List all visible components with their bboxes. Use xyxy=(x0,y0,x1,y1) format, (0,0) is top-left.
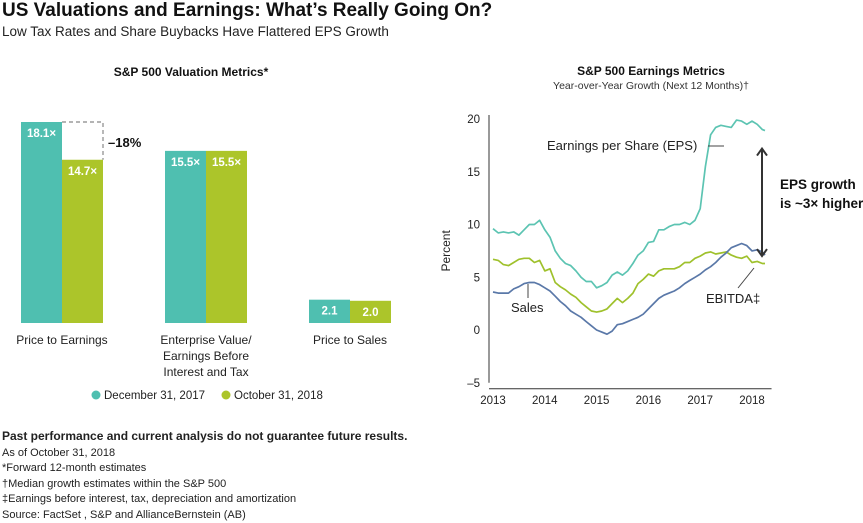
series-label-eps: Earnings per Share (EPS) xyxy=(547,138,697,153)
drop-outline xyxy=(62,122,103,160)
y-tick-label: 5 xyxy=(474,272,480,284)
earnings-line-chart: S&P 500 Earnings Metrics Year-over-Year G… xyxy=(430,0,863,420)
y-tick-label: –5 xyxy=(467,378,480,390)
y-tick-label: 20 xyxy=(467,114,480,126)
disclaimer-text: Past performance and current analysis do… xyxy=(2,429,407,445)
bar xyxy=(165,151,206,323)
legend-label: December 31, 2017 xyxy=(104,390,205,402)
bar xyxy=(21,122,62,323)
annotation-text: EPS growth xyxy=(780,177,856,192)
footnote-line: *Forward 12-month estimates xyxy=(2,461,407,477)
series-label-ebitda: EBITDA‡ xyxy=(706,291,760,306)
bar-value-label: 2.0 xyxy=(363,307,379,319)
category-label: Interest and Tax xyxy=(163,365,248,379)
line-chart-subtitle: Year-over-Year Growth (Next 12 Months)† xyxy=(553,80,749,92)
y-tick-label: 15 xyxy=(467,167,480,179)
category-label: Earnings Before xyxy=(163,349,249,363)
change-annotation: –18% xyxy=(108,135,142,150)
bar-value-label: 15.5× xyxy=(171,157,200,169)
bar-value-label: 14.7× xyxy=(68,166,97,178)
x-tick-label: 2014 xyxy=(532,395,558,407)
bar-chart-title: S&P 500 Valuation Metrics* xyxy=(114,65,269,79)
valuation-bar-chart: S&P 500 Valuation Metrics* 18.1× 14.7× Pric… xyxy=(0,0,430,420)
legend-label: October 31, 2018 xyxy=(234,390,323,402)
category-label: Enterprise Value/ xyxy=(160,333,252,347)
x-tick-label: 2013 xyxy=(480,395,506,407)
legend-marker xyxy=(92,391,101,400)
y-tick-label: 0 xyxy=(474,325,480,337)
bar-value-label: 15.5× xyxy=(212,157,241,169)
y-axis-label: Percent xyxy=(439,230,453,272)
bar xyxy=(206,151,247,323)
bar-value-label: 2.1 xyxy=(322,306,339,318)
x-tick-label: 2017 xyxy=(687,395,713,407)
annotation-text: is ~3× higher xyxy=(780,196,863,211)
x-tick-label: 2016 xyxy=(636,395,662,407)
bar xyxy=(62,160,103,323)
series-leader-ebitda xyxy=(738,268,754,288)
footnote-line: ‡Earnings before interest, tax, deprecia… xyxy=(2,492,407,508)
series-label-sales: Sales xyxy=(511,300,544,315)
footnotes: Past performance and current analysis do… xyxy=(2,429,407,523)
category-label: Price to Earnings xyxy=(16,333,107,347)
footnote-line: Source: FactSet , S&P and AllianceBernst… xyxy=(2,508,407,523)
category-label: Price to Sales xyxy=(313,333,387,347)
footnote-line: †Median growth estimates within the S&P … xyxy=(2,477,407,493)
y-tick-label: 10 xyxy=(467,220,480,232)
x-tick-label: 2015 xyxy=(584,395,610,407)
footnote-line: As of October 31, 2018 xyxy=(2,446,407,462)
x-tick-label: 2018 xyxy=(739,395,765,407)
bar-value-label: 18.1× xyxy=(27,128,56,140)
line-chart-title: S&P 500 Earnings Metrics xyxy=(577,64,725,78)
series-line xyxy=(493,244,765,335)
legend-marker xyxy=(222,391,231,400)
